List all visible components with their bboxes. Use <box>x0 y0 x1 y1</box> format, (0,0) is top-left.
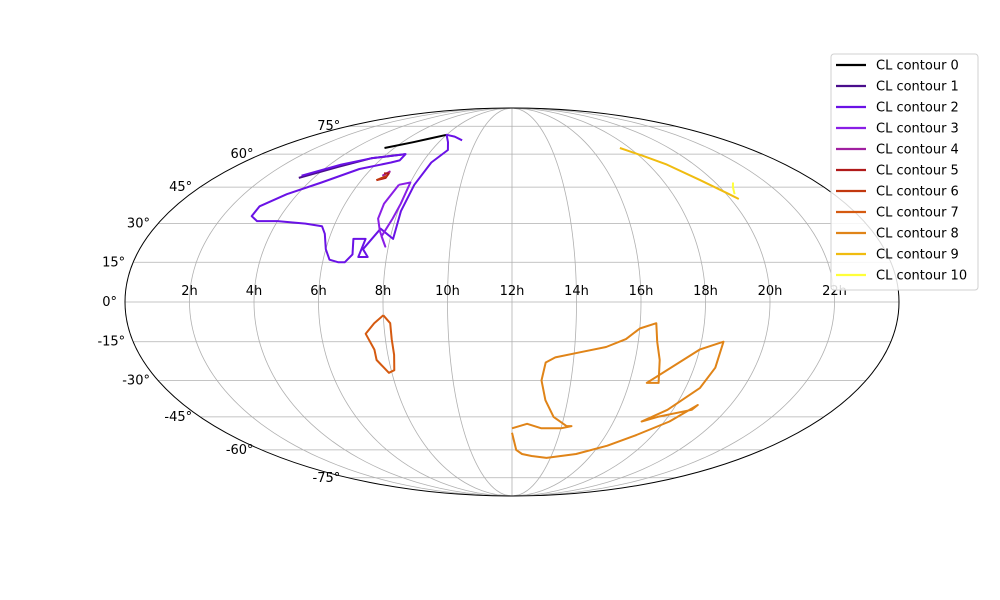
dec-tick-label: -30° <box>122 373 150 388</box>
legend-label: CL contour 8 <box>876 227 959 242</box>
graticule-grid <box>125 107 899 497</box>
dec-tick-label: -45° <box>164 410 192 425</box>
ra-tick-label: 16h <box>629 284 654 299</box>
contour-line <box>619 147 740 200</box>
legend-label: CL contour 7 <box>876 206 959 221</box>
legend-label: CL contour 9 <box>876 248 959 263</box>
dec-tick-label: 75° <box>317 119 340 134</box>
ra-tick-label: 20h <box>758 284 783 299</box>
meridian-line <box>511 107 835 497</box>
ra-tick-label: 10h <box>435 284 460 299</box>
contour-line <box>250 133 463 264</box>
contour-line <box>364 314 396 374</box>
ra-tick-label: 2h <box>181 284 198 299</box>
legend-label: CL contour 6 <box>876 185 959 200</box>
dec-tick-label: 30° <box>127 217 150 232</box>
meridian-line <box>511 107 771 497</box>
map-boundary <box>124 107 900 497</box>
ra-tick-label: 8h <box>375 284 392 299</box>
ra-tick-label: 4h <box>246 284 263 299</box>
ra-tick-label: 18h <box>693 284 718 299</box>
ra-tick-labels: 2h 4h 6h 8h 10h 12h 14h 16h 18h 20h 22h <box>181 284 847 299</box>
meridian-line <box>318 107 513 497</box>
dec-tick-label: -60° <box>226 443 254 458</box>
legend-frame <box>830 53 979 291</box>
ra-tick-label: 6h <box>310 284 327 299</box>
meridian-line <box>253 107 513 497</box>
legend-label: CL contour 0 <box>876 59 959 74</box>
legend-label: CL contour 5 <box>876 164 959 179</box>
contour-series <box>250 133 740 459</box>
legend-label: CL contour 2 <box>876 101 959 116</box>
dec-tick-labels: -75° -60° -45° -30° -15° 0° 15° 30° 45° 60° 75° <box>97 119 340 486</box>
contour-line <box>384 133 447 149</box>
contour-line <box>298 153 406 179</box>
dec-tick-label: 0° <box>102 295 117 310</box>
legend-label: CL contour 1 <box>876 80 959 95</box>
dec-tick-label: 60° <box>231 147 254 162</box>
meridian-line <box>447 107 513 497</box>
meridian-line <box>511 107 577 497</box>
legend-label: CL contour 10 <box>876 269 967 284</box>
contour-line <box>376 174 388 182</box>
contour-line <box>377 181 412 248</box>
contour-line <box>511 322 725 459</box>
legend-label: CL contour 3 <box>876 122 959 137</box>
dec-tick-label: -75° <box>313 471 341 486</box>
meridian-line <box>189 107 513 497</box>
meridian-line <box>511 107 642 497</box>
legend-label: CL contour 4 <box>876 143 959 158</box>
legend: CL contour 0 CL contour 1 CL contour 2 CL c… <box>830 53 979 291</box>
dec-tick-label: 15° <box>102 255 125 270</box>
ra-tick-label: 14h <box>564 284 589 299</box>
dec-tick-label: 45° <box>169 180 192 195</box>
dec-tick-label: -15° <box>97 335 125 350</box>
ra-tick-label: 12h <box>500 284 525 299</box>
contour-line <box>731 182 736 195</box>
meridian-line <box>382 107 513 497</box>
